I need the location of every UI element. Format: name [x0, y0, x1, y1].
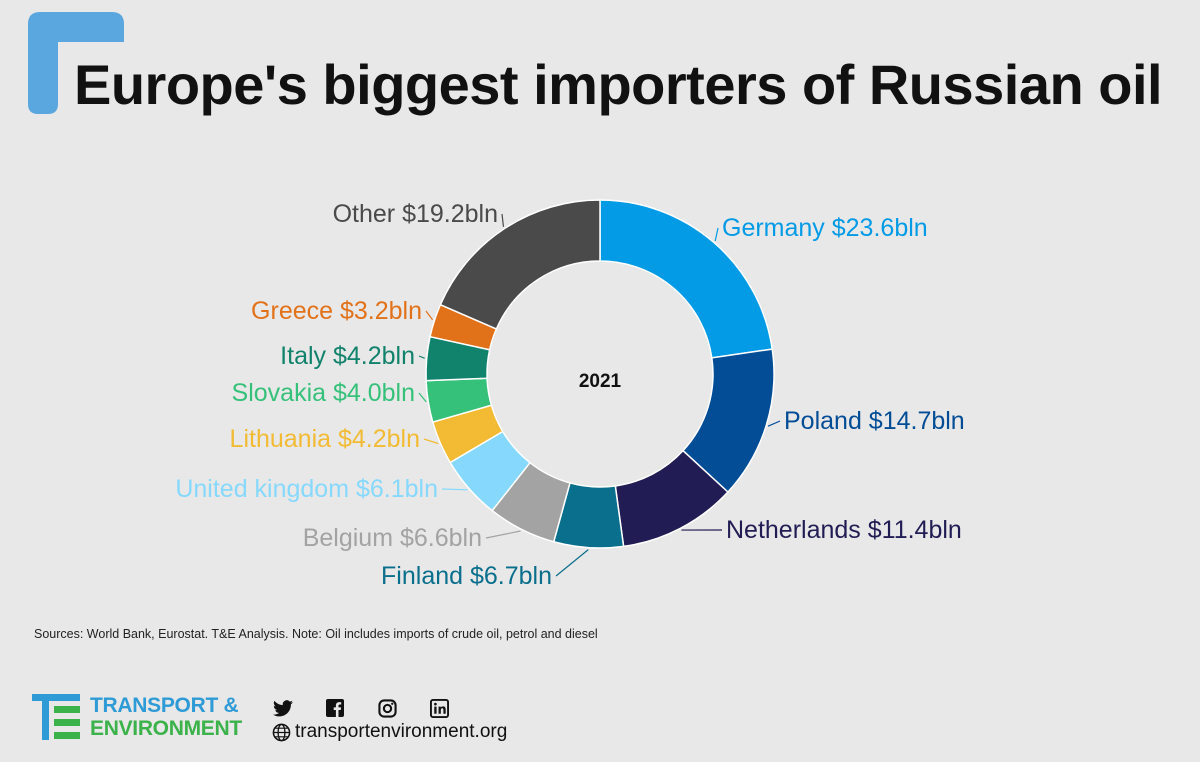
logo-line1: TRANSPORT &	[90, 694, 239, 717]
slice-label-belgium: Belgium $6.6bln	[303, 524, 482, 552]
website-link[interactable]: transportenvironment.org	[272, 721, 507, 743]
leader-line-poland	[767, 420, 781, 427]
leader-line-lithuania	[423, 438, 439, 445]
leader-line-other	[501, 213, 505, 227]
slice-label-netherlands: Netherlands $11.4bln	[726, 516, 962, 544]
twitter-icon[interactable]	[272, 697, 294, 719]
te-logo[interactable]: TRANSPORT & ENVIRONMENT	[32, 694, 242, 740]
globe-icon	[272, 723, 291, 741]
slice-label-lithuania: Lithuania $4.2bln	[230, 425, 420, 453]
social-links	[272, 697, 480, 719]
slice-label-united-kingdom: United kingdom $6.1bln	[175, 475, 438, 503]
instagram-icon[interactable]	[376, 697, 398, 719]
logo-line2: ENVIRONMENT	[90, 717, 242, 740]
leader-line-germany	[714, 227, 719, 242]
slice-label-finland: Finland $6.7bln	[381, 562, 552, 590]
linkedin-icon[interactable]	[428, 697, 450, 719]
leader-line-greece	[425, 310, 434, 321]
slice-label-slovakia: Slovakia $4.0bln	[232, 379, 415, 407]
sources-note: Sources: World Bank, Eurostat. T&E Analy…	[34, 627, 598, 641]
logo-wordmark: TRANSPORT & ENVIRONMENT	[90, 694, 242, 740]
center-label: 2021	[579, 371, 622, 392]
chart-title: Europe's biggest importers of Russian oi…	[74, 53, 1163, 116]
leader-line-slovakia	[418, 392, 427, 403]
slice-label-poland: Poland $14.7bln	[784, 407, 965, 435]
corner-bracket-mark	[28, 12, 124, 114]
slice-label-italy: Italy $4.2bln	[280, 342, 415, 370]
leader-line-united-kingdom	[441, 488, 468, 491]
slice-label-greece: Greece $3.2bln	[251, 297, 422, 325]
leader-line-finland	[555, 549, 589, 577]
website-url: transportenvironment.org	[295, 721, 508, 742]
slice-other	[439, 199, 601, 330]
facebook-icon[interactable]	[324, 697, 346, 719]
leader-line-belgium	[485, 530, 521, 539]
te-logo-icon	[32, 694, 80, 740]
leader-line-italy	[418, 355, 425, 359]
slice-label-germany: Germany $23.6bln	[722, 214, 928, 242]
slice-label-other: Other $19.2bln	[333, 200, 498, 228]
